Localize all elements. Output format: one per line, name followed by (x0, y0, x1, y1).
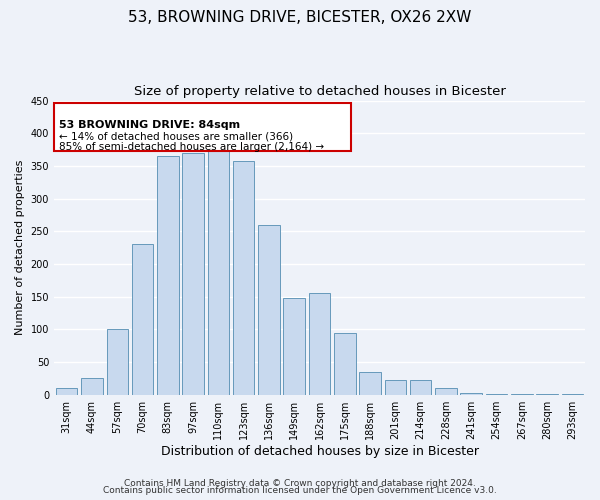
Bar (334, 332, 356, 394)
Bar (410, 380, 431, 394)
Bar (182, 153, 204, 394)
Text: 85% of semi-detached houses are larger (2,164) →: 85% of semi-detached houses are larger (… (59, 142, 325, 152)
Bar (309, 294, 330, 394)
Bar (233, 162, 254, 394)
Bar (359, 372, 381, 394)
Text: ← 14% of detached houses are smaller (366): ← 14% of detached houses are smaller (36… (59, 132, 293, 141)
Bar (460, 392, 482, 394)
Bar (208, 151, 229, 394)
Bar (56, 388, 77, 394)
Y-axis label: Number of detached properties: Number of detached properties (15, 160, 25, 336)
Text: Contains public sector information licensed under the Open Government Licence v3: Contains public sector information licen… (103, 486, 497, 495)
X-axis label: Distribution of detached houses by size in Bicester: Distribution of detached houses by size … (161, 444, 479, 458)
Bar (157, 156, 179, 394)
Title: Size of property relative to detached houses in Bicester: Size of property relative to detached ho… (134, 85, 505, 98)
Bar (81, 378, 103, 394)
Bar (258, 225, 280, 394)
Bar (107, 330, 128, 394)
Bar (283, 298, 305, 394)
FancyBboxPatch shape (54, 103, 352, 150)
Text: Contains HM Land Registry data © Crown copyright and database right 2024.: Contains HM Land Registry data © Crown c… (124, 478, 476, 488)
Bar (385, 380, 406, 394)
Bar (132, 244, 153, 394)
Text: 53 BROWNING DRIVE: 84sqm: 53 BROWNING DRIVE: 84sqm (59, 120, 241, 130)
Text: 53, BROWNING DRIVE, BICESTER, OX26 2XW: 53, BROWNING DRIVE, BICESTER, OX26 2XW (128, 10, 472, 25)
Bar (435, 388, 457, 394)
